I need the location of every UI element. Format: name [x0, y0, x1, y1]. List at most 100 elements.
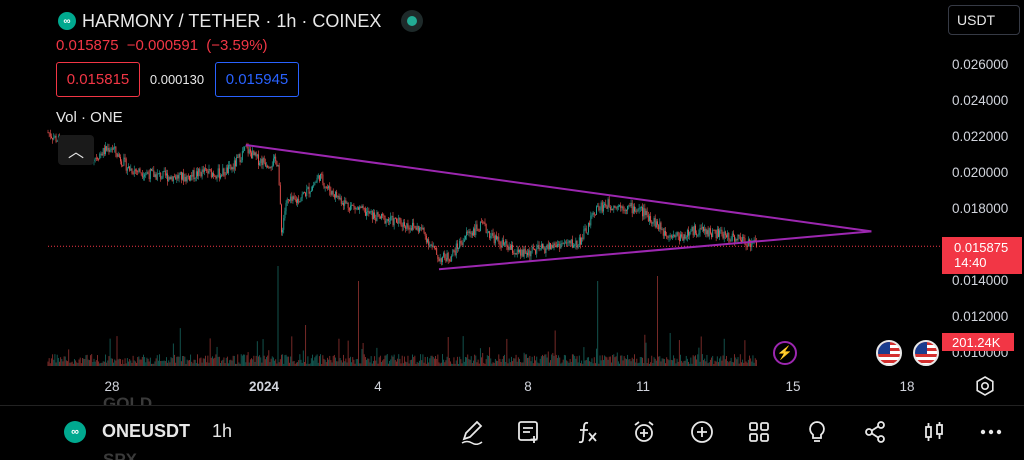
price-chart[interactable]: 0.026000 0.024000 0.022000 0.020000 0.018000…: [0, 0, 1024, 405]
candle-body: [591, 214, 593, 216]
chart-settings-icon[interactable]: [975, 376, 995, 396]
candle-body: [685, 237, 687, 239]
volume-bar: [540, 356, 542, 366]
candle-body: [507, 245, 509, 250]
symbol-selector[interactable]: ONEUSDT: [102, 421, 191, 441]
volume-bar: [220, 362, 221, 366]
volume-bar: [596, 348, 597, 366]
candle-body: [284, 211, 286, 219]
volume-bar: [259, 355, 261, 366]
volume-bar: [500, 361, 502, 366]
volume-bar: [223, 357, 225, 366]
candle-body: [501, 239, 503, 248]
volume-bar: [589, 361, 591, 366]
lightning-icon[interactable]: ⚡: [773, 341, 797, 365]
add-symbol-button[interactable]: [687, 418, 717, 446]
layout-button[interactable]: [744, 418, 774, 446]
volume-bar: [246, 355, 248, 366]
volume-bar: [305, 325, 307, 366]
candle-body: [307, 187, 309, 189]
currency-selector[interactable]: USDT: [948, 5, 1020, 35]
timeframe-selector[interactable]: 1h: [212, 421, 233, 441]
candle-body: [726, 235, 727, 238]
candle-body: [737, 234, 739, 241]
candle-body: [347, 202, 349, 208]
volume-bar: [739, 354, 741, 366]
candle-body: [410, 228, 412, 230]
volume-bar: [538, 363, 540, 366]
volume-bar: [558, 355, 560, 366]
candle-body: [473, 228, 474, 236]
candle-body: [344, 200, 346, 206]
volume-bar: [65, 360, 67, 366]
volume-bar: [477, 359, 479, 366]
volume-bar: [732, 362, 734, 366]
chart-title[interactable]: ∞ HARMONY / TETHER · 1h · COINEX: [58, 10, 424, 32]
candle-body: [744, 238, 746, 244]
candle-body: [422, 227, 424, 230]
alert-button[interactable]: [629, 418, 659, 446]
volume-bar: [433, 358, 435, 366]
volume-bar: [131, 362, 133, 366]
candle-body: [622, 206, 624, 210]
candle-body: [321, 174, 323, 175]
candle-body: [53, 137, 55, 140]
candle-body: [143, 176, 144, 178]
volume-bar: [505, 362, 507, 366]
candle-body: [148, 173, 150, 179]
candle-body: [736, 239, 738, 241]
candle-body: [164, 170, 166, 176]
volume-bar: [597, 281, 599, 366]
buy-button[interactable]: 0.015945: [215, 62, 299, 97]
volume-bar: [205, 355, 206, 366]
candle-body: [642, 207, 643, 217]
add-note-button[interactable]: [514, 418, 544, 446]
time-axis-label: 2024: [249, 379, 280, 394]
candle-body: [366, 211, 367, 216]
price-axis-label: 0.020000: [952, 165, 1008, 180]
candle-body: [153, 170, 155, 177]
volume-bar: [139, 359, 141, 366]
more-button[interactable]: [976, 418, 1006, 446]
candle-body: [680, 234, 681, 242]
volume-bar: [264, 359, 266, 366]
sell-button[interactable]: 0.015815: [56, 62, 140, 97]
volume-bar: [695, 355, 696, 366]
candle-body: [560, 243, 562, 249]
volume-bar: [692, 355, 694, 366]
ideas-button[interactable]: [802, 418, 832, 446]
volume-bar: [176, 356, 178, 366]
market-status-icon[interactable]: [401, 10, 424, 32]
harmony-logo-icon: ∞: [58, 12, 76, 30]
volume-bar: [430, 355, 432, 366]
candle-body: [338, 195, 340, 199]
candle-body: [294, 199, 296, 200]
candle-body: [166, 173, 167, 176]
candle-body: [682, 236, 684, 241]
volume-bar: [571, 354, 573, 366]
volume-bar: [466, 357, 468, 366]
indicators-button[interactable]: [572, 418, 602, 446]
candle-body: [147, 172, 149, 174]
candle-body: [428, 239, 430, 246]
candle-body: [151, 169, 152, 171]
volume-bar: [440, 362, 442, 366]
candle-body: [113, 148, 114, 150]
volume-bar: [593, 357, 595, 366]
candle-body: [423, 227, 425, 233]
us-flag-event-icon[interactable]: [913, 340, 939, 366]
drawing-tool-button[interactable]: [457, 418, 487, 446]
candle-body: [538, 244, 540, 250]
candlestick-icon: [925, 422, 943, 441]
share-button[interactable]: [860, 418, 890, 446]
us-flag-event-icon[interactable]: [876, 340, 902, 366]
candle-body: [289, 199, 290, 201]
volume-bar: [153, 363, 155, 366]
candle-body: [308, 187, 310, 194]
chart-type-button[interactable]: [919, 418, 949, 446]
candle-body: [412, 222, 413, 230]
volume-legend[interactable]: Vol · ONE: [56, 109, 123, 126]
volume-bar: [532, 363, 534, 366]
collapse-legend-button[interactable]: ︿: [58, 135, 94, 165]
volume-bar: [531, 356, 533, 366]
